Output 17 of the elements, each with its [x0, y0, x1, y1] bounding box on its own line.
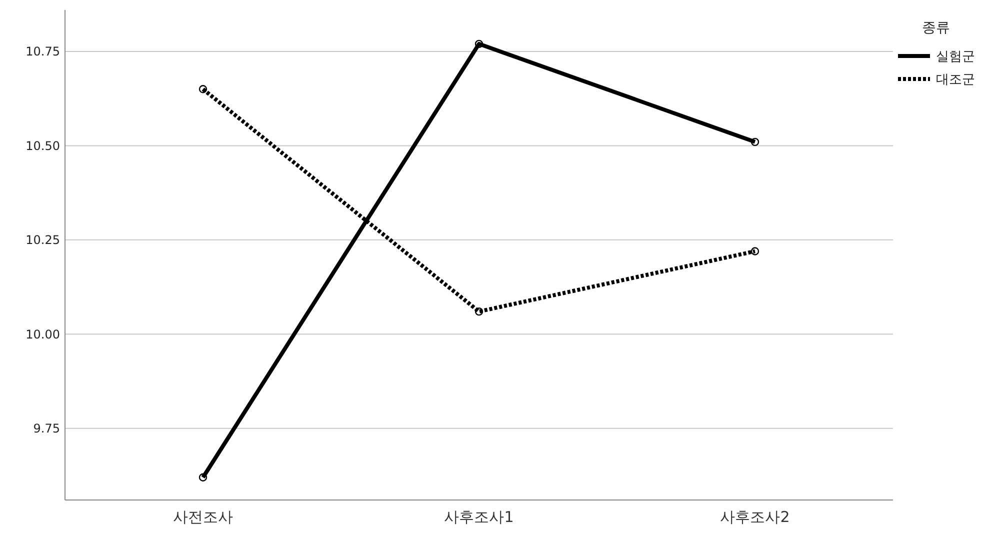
- y-tick-label: 10.50: [26, 138, 60, 153]
- x-tick-label: 사후조사2: [720, 508, 790, 526]
- point: [750, 247, 760, 256]
- point: [198, 473, 208, 482]
- y-tick-label: 10.00: [26, 327, 60, 342]
- y-tick-label: 10.75: [26, 44, 60, 59]
- point: [474, 40, 484, 48]
- x-tick-label: 사후조사1: [444, 508, 514, 526]
- y-tick-label: 10.25: [26, 233, 60, 248]
- legend-label: 실험군: [936, 50, 975, 65]
- point: [474, 307, 484, 316]
- point: [750, 138, 760, 146]
- legend-title: 종류: [922, 20, 950, 36]
- x-tick-label: 사전조사: [173, 508, 233, 526]
- y-tick-label: 9.75: [33, 422, 60, 436]
- point: [198, 85, 208, 94]
- legend-label: 대조군: [936, 72, 975, 88]
